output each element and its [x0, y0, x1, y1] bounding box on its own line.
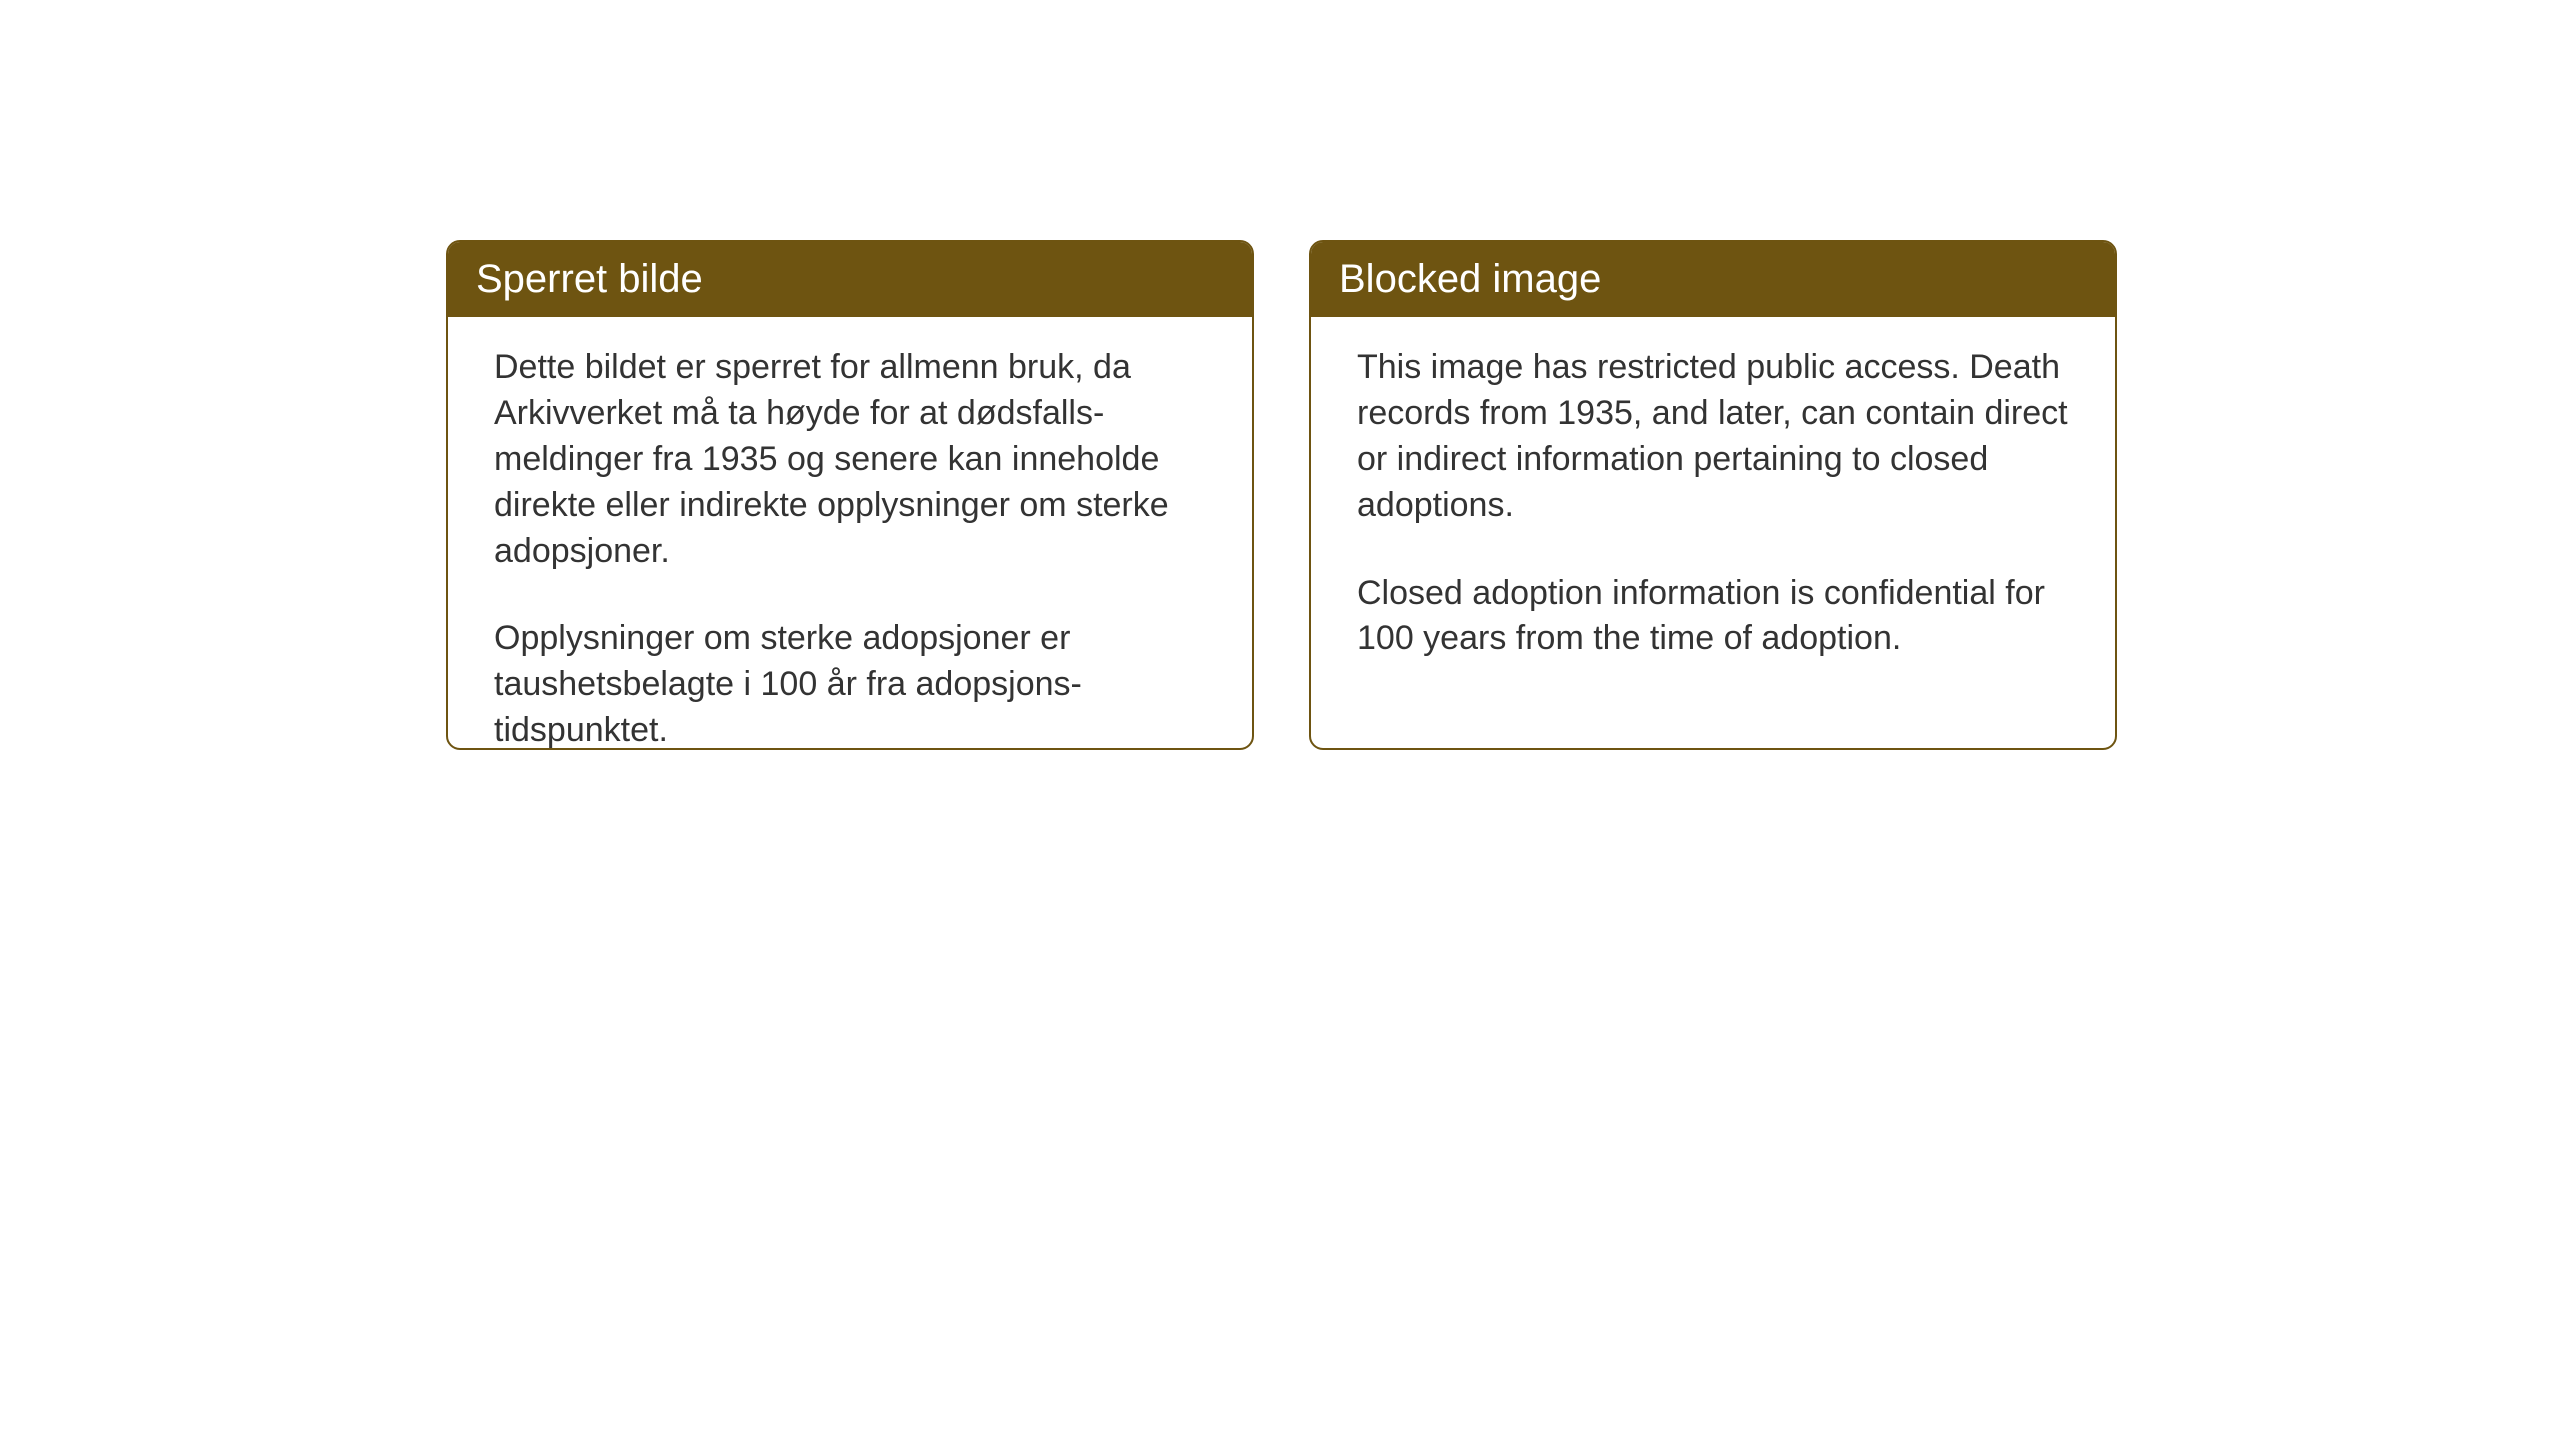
card-header-norwegian: Sperret bilde	[448, 242, 1252, 317]
notice-card-english: Blocked image This image has restricted …	[1309, 240, 2117, 750]
card-paragraph-1-norwegian: Dette bildet er sperret for allmenn bruk…	[494, 345, 1206, 574]
card-title-english: Blocked image	[1339, 257, 1601, 301]
card-paragraph-2-english: Closed adoption information is confident…	[1357, 571, 2069, 663]
card-title-norwegian: Sperret bilde	[476, 257, 703, 301]
card-paragraph-2-norwegian: Opplysninger om sterke adopsjoner er tau…	[494, 616, 1206, 750]
card-body-norwegian: Dette bildet er sperret for allmenn bruk…	[448, 317, 1252, 750]
card-body-english: This image has restricted public access.…	[1311, 317, 2115, 690]
card-header-english: Blocked image	[1311, 242, 2115, 317]
card-paragraph-1-english: This image has restricted public access.…	[1357, 345, 2069, 529]
notice-cards-container: Sperret bilde Dette bildet er sperret fo…	[446, 240, 2117, 750]
notice-card-norwegian: Sperret bilde Dette bildet er sperret fo…	[446, 240, 1254, 750]
